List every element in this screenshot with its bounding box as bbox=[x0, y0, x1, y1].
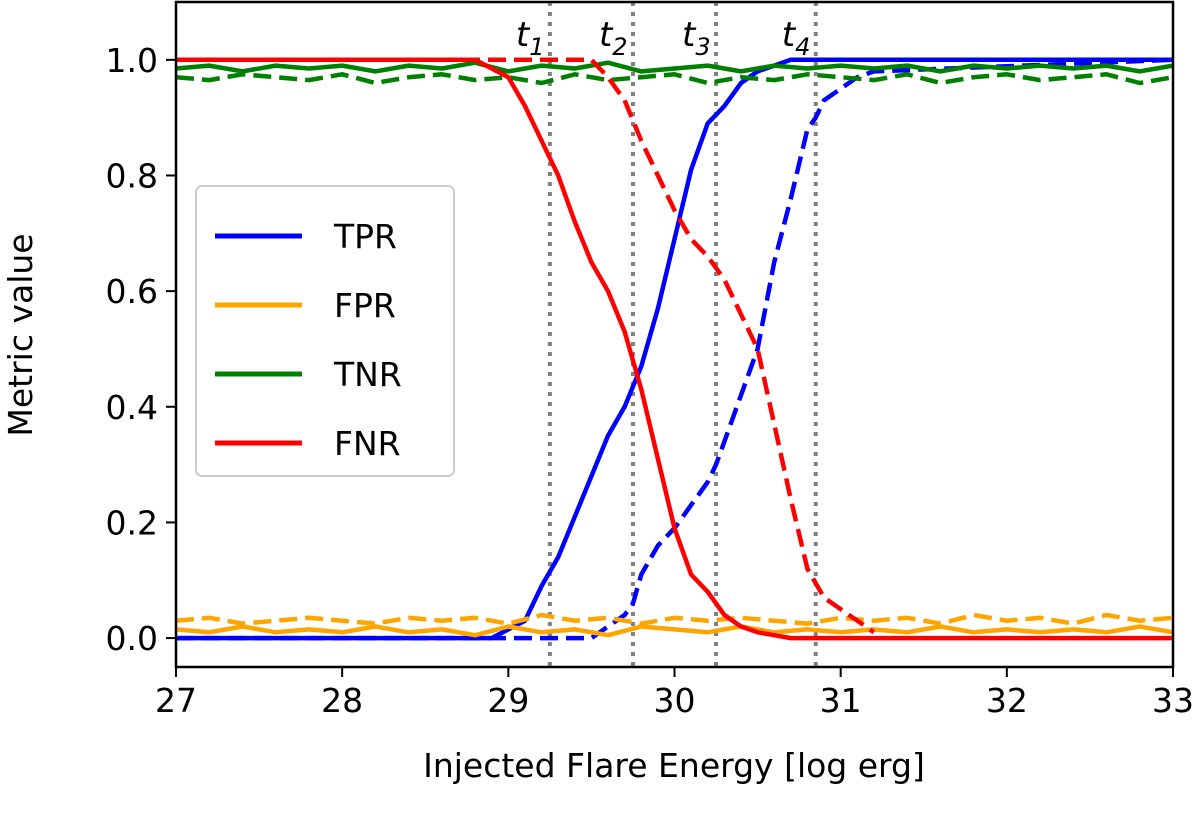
series-tnr-solid bbox=[176, 60, 1173, 74]
legend-label-fnr: FNR bbox=[334, 424, 401, 463]
legend: TPR FPR TNR FNR bbox=[195, 185, 455, 477]
series-tpr-solid bbox=[176, 57, 1173, 641]
x-tick-label: 27 bbox=[155, 681, 197, 720]
series-fpr-solid bbox=[176, 624, 1173, 638]
x-tick-label: 32 bbox=[986, 681, 1028, 720]
x-tick-label: 30 bbox=[654, 681, 696, 720]
threshold-label-main: t bbox=[516, 15, 531, 55]
x-axis: 27 28 29 30 31 32 33 bbox=[155, 667, 1194, 720]
threshold-label-sub: 4 bbox=[795, 33, 810, 61]
threshold-label: t1 bbox=[516, 15, 545, 61]
x-tick-label: 33 bbox=[1152, 681, 1194, 720]
threshold-label: t3 bbox=[682, 15, 711, 61]
y-tick-label: 0.0 bbox=[106, 619, 158, 658]
y-tick-label: 0.8 bbox=[106, 156, 158, 195]
x-tick-label: 28 bbox=[321, 681, 363, 720]
series-lines bbox=[176, 57, 1173, 641]
legend-label-tpr: TPR bbox=[333, 217, 397, 256]
threshold-label-main: t bbox=[599, 15, 614, 55]
y-tick-label: 1.0 bbox=[106, 41, 158, 80]
threshold-label-sub: 1 bbox=[529, 33, 544, 61]
y-tick-label: 0.4 bbox=[106, 388, 158, 427]
threshold-label-main: t bbox=[682, 15, 697, 55]
series-tpr-dashed bbox=[176, 57, 1173, 641]
x-axis-label: Injected Flare Energy [log erg] bbox=[423, 746, 925, 785]
series-fpr-dashed bbox=[176, 612, 1173, 626]
legend-label-fpr: FPR bbox=[334, 286, 396, 325]
x-tick-label: 29 bbox=[487, 681, 529, 720]
threshold-label-main: t bbox=[782, 15, 797, 55]
y-tick-label: 0.6 bbox=[106, 272, 158, 311]
legend-box bbox=[195, 185, 455, 477]
threshold-label: t4 bbox=[782, 15, 811, 61]
y-tick-label: 0.2 bbox=[106, 503, 158, 542]
series-tnr-dashed bbox=[176, 72, 1173, 86]
plot-area bbox=[176, 2, 1173, 667]
x-tick-label: 31 bbox=[820, 681, 862, 720]
threshold-label-sub: 2 bbox=[612, 33, 627, 61]
legend-label-tnr: TNR bbox=[333, 355, 402, 394]
y-axis: 0.0 0.2 0.4 0.6 0.8 1.0 bbox=[106, 41, 176, 658]
series-fnr-solid bbox=[176, 57, 1173, 641]
threshold-labels: t1 t2 t3 t4 bbox=[516, 15, 810, 61]
threshold-label: t2 bbox=[599, 15, 628, 61]
y-axis-label: Metric value bbox=[1, 233, 40, 436]
threshold-label-sub: 3 bbox=[695, 33, 710, 61]
